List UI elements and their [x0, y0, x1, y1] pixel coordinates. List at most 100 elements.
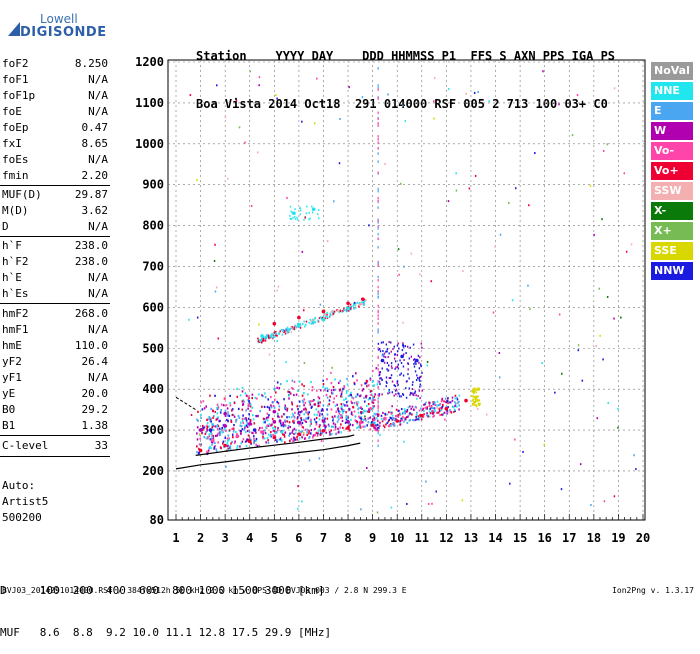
noise-dot [190, 413, 193, 416]
trace-dot [338, 410, 341, 414]
param-value: 2.20 [81, 169, 109, 182]
trace-dot [403, 420, 405, 423]
trace-dot [418, 389, 421, 392]
trace-dot [341, 414, 343, 417]
trace-dot [427, 415, 429, 418]
data-point-vo- [444, 406, 449, 411]
trace-dot [261, 405, 263, 408]
trace-dot [395, 418, 397, 421]
interference-dot [377, 121, 379, 125]
trace-dot [394, 353, 397, 356]
trace-dot [331, 310, 334, 313]
trace-dot [303, 413, 306, 416]
trace-dot [303, 320, 305, 323]
trace-dot [371, 418, 374, 421]
trace-dot [245, 424, 248, 427]
trace-dot [250, 403, 252, 406]
trace-dot [296, 216, 298, 219]
trace-dot [440, 409, 442, 412]
trace-dot [388, 340, 390, 343]
trace-dot [249, 420, 252, 423]
trace-dot [329, 313, 332, 316]
trace-dot [224, 409, 227, 412]
trace-dot [428, 405, 431, 408]
trace-dot [308, 400, 310, 403]
trace-dot [405, 410, 407, 413]
trace-dot [307, 393, 309, 396]
trace-dot [303, 408, 305, 411]
trace-dot [425, 401, 427, 404]
trace-dot [446, 401, 449, 404]
trace-dot [308, 411, 311, 414]
trace-dot [203, 435, 206, 439]
trace-dot [303, 218, 305, 221]
trace-dot [353, 402, 356, 405]
trace-dot [310, 418, 312, 421]
trace-dot [408, 413, 411, 416]
interference-dot [377, 439, 379, 443]
trace-dot [274, 432, 276, 435]
trace-dot [253, 422, 256, 425]
trace-dot [270, 433, 272, 437]
trace-dot [404, 418, 407, 421]
noise-dot [599, 334, 601, 337]
trace-dot [361, 301, 364, 304]
trace-dot [414, 405, 417, 408]
trace-dot [392, 423, 394, 426]
trace-dot [441, 405, 444, 408]
trace-dot [406, 422, 409, 425]
param-row: foE N/A [2, 104, 108, 120]
param-value: 238.0 [74, 239, 108, 252]
trace-dot [371, 380, 374, 384]
trace-dot [343, 385, 346, 388]
trace-dot [329, 395, 331, 398]
interference-dot [377, 96, 379, 100]
trace-dot [453, 406, 455, 409]
trace-dot [208, 435, 211, 438]
data-point-nnw [380, 358, 385, 363]
trace-dot [318, 418, 321, 421]
trace-dot [409, 393, 411, 396]
trace-dot [365, 299, 367, 302]
trace-dot [365, 396, 367, 399]
trace-dot [265, 416, 268, 419]
trace-dot [254, 396, 257, 399]
trace-dot [348, 308, 351, 311]
profile-extrapolation [175, 396, 196, 411]
trace-dot [216, 425, 218, 428]
noise-dot [286, 196, 288, 199]
trace-dot [300, 431, 302, 434]
noise-dot [494, 245, 496, 248]
trace-dot [274, 426, 277, 429]
trace-dot [225, 403, 228, 407]
trace-dot [262, 417, 265, 420]
trace-dot [433, 414, 435, 417]
trace-dot [256, 397, 258, 400]
trace-dot [362, 425, 364, 428]
trace-dot [413, 365, 416, 368]
trace-dot [221, 431, 224, 434]
trace-dot [293, 328, 295, 331]
trace-dot [259, 339, 262, 342]
trace-dot [388, 352, 390, 355]
trace-dot [398, 409, 400, 412]
trace-dot [322, 416, 324, 419]
noise-dot [214, 243, 216, 246]
trace-dot [298, 410, 300, 414]
interference-dot [377, 206, 379, 209]
trace-dot [345, 391, 348, 394]
trace-dot [272, 401, 274, 404]
trace-dot [215, 418, 218, 421]
trace-dot [231, 408, 234, 411]
trace-dot [196, 438, 199, 441]
trace-dot [231, 427, 233, 430]
trace-dot [246, 423, 249, 427]
noise-dot [258, 76, 261, 79]
param-row: B0 29.2 [2, 402, 108, 418]
plot-frame [167, 59, 646, 521]
trace-dot [231, 413, 234, 417]
legend-item-x-: X- [651, 202, 693, 220]
trace-dot [400, 372, 402, 375]
trace-dot [294, 215, 296, 218]
trace-dot [237, 407, 240, 411]
